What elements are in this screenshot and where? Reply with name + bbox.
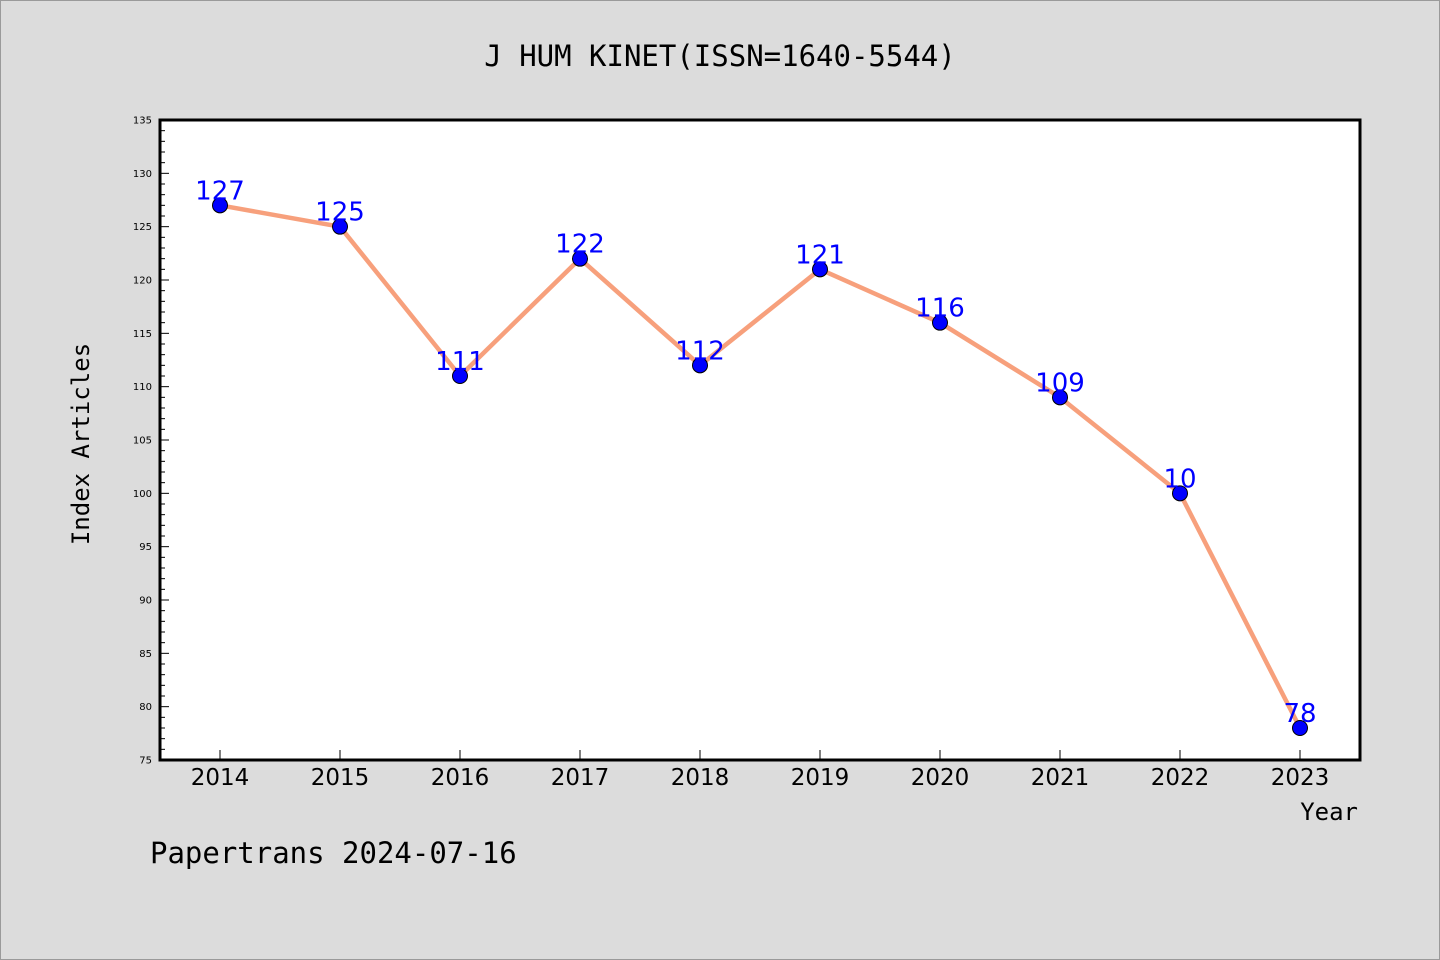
data-label: 10 xyxy=(1163,464,1196,494)
y-tick-label: 75 xyxy=(139,756,152,767)
x-tick-label: 2018 xyxy=(671,765,730,791)
data-point xyxy=(692,357,708,374)
x-tick-label: 2015 xyxy=(311,765,370,791)
chart-title: J HUM KINET(ISSN=1640-5544) xyxy=(484,39,955,73)
data-point xyxy=(332,218,348,235)
data-label: 109 xyxy=(1035,368,1085,398)
data-label: 122 xyxy=(555,230,605,260)
data-label: 112 xyxy=(675,336,725,366)
x-tick-label: 2023 xyxy=(1271,765,1330,791)
plot-area xyxy=(160,120,1360,760)
x-tick-label: 2019 xyxy=(791,765,850,791)
data-point xyxy=(932,314,948,331)
y-tick-label: 100 xyxy=(133,489,152,500)
y-tick-label: 90 xyxy=(139,596,152,607)
x-axis-tick-labels: 2014 2015 2016 2017 2018 2019 2020 2021 2022 2023 xyxy=(191,765,1330,791)
y-tick-label: 105 xyxy=(133,436,152,447)
x-tick-label: 2016 xyxy=(431,765,490,791)
data-label: 127 xyxy=(195,176,245,206)
series-line xyxy=(217,203,1303,731)
data-point xyxy=(1292,720,1308,736)
data-label: 121 xyxy=(795,240,845,270)
x-tick-label: 2014 xyxy=(191,765,250,791)
x-tick-label: 2022 xyxy=(1151,765,1210,791)
series-group: 127 125 111 122 112 121 116 109 10 78 xyxy=(195,176,1317,736)
plot-border xyxy=(158,118,1362,762)
y-tick-label: 115 xyxy=(133,329,152,340)
y-axis-tick-labels: 75 80 85 90 95 100 105 110 115 120 125 130 135 xyxy=(133,116,152,767)
data-point xyxy=(452,368,468,384)
x-tick-label: 2020 xyxy=(911,765,970,791)
y-tick-label: 85 xyxy=(139,649,152,660)
data-label: 125 xyxy=(315,198,365,228)
data-label: 111 xyxy=(435,347,485,377)
data-point xyxy=(812,261,828,278)
x-tick-label: 2017 xyxy=(551,765,610,791)
data-point xyxy=(212,197,228,214)
footer-text: Papertrans 2024-07-16 xyxy=(150,836,517,870)
x-axis-ticks xyxy=(219,750,1301,760)
data-point xyxy=(1172,485,1188,502)
x-axis-title: Year xyxy=(1300,798,1358,826)
y-tick-label: 80 xyxy=(139,702,152,713)
y-axis-title: Index Articles xyxy=(67,343,95,545)
data-label: 116 xyxy=(915,294,965,324)
y-tick-label: 110 xyxy=(133,382,152,393)
y-tick-label: 95 xyxy=(139,542,152,553)
y-tick-label: 130 xyxy=(133,169,152,180)
y-tick-label: 135 xyxy=(133,116,152,127)
y-tick-label: 125 xyxy=(133,222,152,233)
data-point xyxy=(572,250,588,267)
x-tick-label: 2021 xyxy=(1031,765,1090,791)
data-label: 78 xyxy=(1283,699,1316,729)
y-tick-label: 120 xyxy=(133,276,152,287)
data-point xyxy=(1052,389,1068,406)
